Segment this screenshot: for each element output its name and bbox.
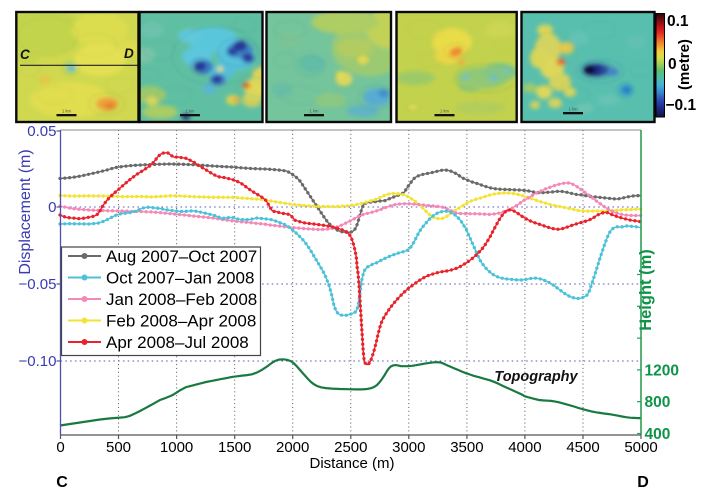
svg-text:Apr 2008–Jul 2008: Apr 2008–Jul 2008 [106, 333, 249, 352]
svg-text:1 km: 1 km [309, 109, 319, 114]
svg-text:1200: 1200 [645, 362, 679, 379]
svg-text:1000: 1000 [160, 439, 193, 456]
svg-text:1 km: 1 km [62, 109, 72, 114]
svg-text:1 km: 1 km [185, 109, 195, 114]
svg-text:Feb 2008–Apr 2008: Feb 2008–Apr 2008 [106, 312, 256, 331]
svg-text:1 km: 1 km [568, 107, 578, 112]
svg-text:−0.05: −0.05 [19, 276, 57, 293]
svg-text:5000: 5000 [624, 439, 657, 456]
svg-text:Displacement (m): Displacement (m) [17, 149, 34, 274]
svg-text:−0.1: −0.1 [666, 97, 697, 114]
svg-text:800: 800 [645, 394, 671, 411]
svg-text:C: C [56, 474, 68, 491]
svg-text:2000: 2000 [276, 439, 309, 456]
svg-text:(metre): (metre) [676, 39, 693, 90]
svg-text:3500: 3500 [450, 439, 483, 456]
svg-text:0: 0 [668, 56, 677, 73]
svg-text:Height (m): Height (m) [637, 249, 655, 331]
svg-text:4500: 4500 [566, 439, 599, 456]
svg-text:3000: 3000 [392, 439, 425, 456]
svg-text:0.1: 0.1 [667, 13, 689, 30]
svg-text:D: D [124, 46, 134, 61]
svg-text:500: 500 [106, 439, 131, 456]
svg-text:Distance (m): Distance (m) [309, 455, 394, 472]
svg-text:1500: 1500 [218, 439, 251, 456]
svg-text:Aug 2007–Oct 2007: Aug 2007–Oct 2007 [106, 247, 257, 266]
svg-text:2500: 2500 [334, 439, 367, 456]
svg-text:0: 0 [56, 439, 64, 456]
svg-text:−0.10: −0.10 [19, 353, 57, 370]
svg-text:400: 400 [645, 426, 671, 443]
svg-text:Jan 2008–Feb 2008: Jan 2008–Feb 2008 [106, 290, 257, 309]
svg-text:D: D [637, 474, 649, 491]
svg-text:1 km: 1 km [440, 109, 450, 114]
svg-text:0: 0 [48, 199, 56, 216]
svg-text:Topography: Topography [494, 369, 578, 385]
svg-text:4000: 4000 [508, 439, 541, 456]
svg-text:0.05: 0.05 [27, 123, 56, 140]
svg-text:C: C [20, 47, 30, 62]
svg-text:Oct 2007–Jan 2008: Oct 2007–Jan 2008 [106, 269, 254, 288]
